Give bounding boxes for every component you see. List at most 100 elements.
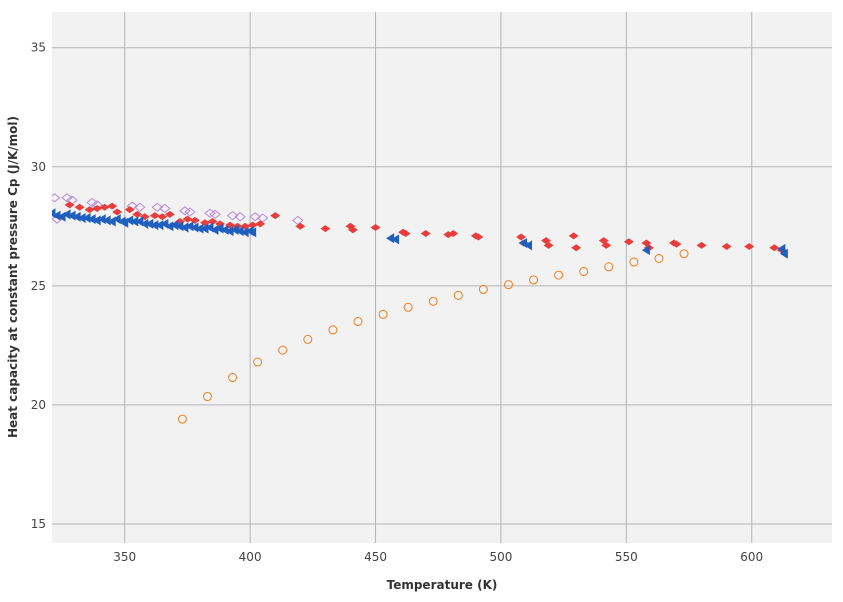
data-point	[448, 229, 459, 237]
data-point	[107, 202, 118, 210]
data-point	[140, 218, 149, 229]
data-point	[240, 227, 249, 238]
data-point	[378, 309, 388, 319]
data-point	[225, 226, 234, 237]
data-point	[170, 220, 179, 231]
data-point	[61, 193, 73, 203]
data-point	[529, 275, 539, 285]
data-point	[473, 233, 484, 241]
data-point	[195, 223, 204, 234]
plot-area	[52, 12, 832, 543]
data-point	[99, 203, 110, 211]
data-point	[185, 221, 194, 232]
data-point	[234, 212, 246, 222]
data-point	[125, 215, 134, 226]
data-point	[347, 226, 358, 234]
data-point	[215, 223, 224, 234]
data-point	[478, 284, 488, 294]
data-point	[150, 220, 159, 231]
x-tick-label: 550	[615, 550, 638, 564]
data-point	[671, 240, 682, 248]
data-point	[207, 218, 218, 226]
data-point	[270, 212, 281, 220]
grid-lines	[52, 12, 832, 543]
data-point	[247, 221, 258, 229]
data-point	[353, 317, 363, 327]
data-point	[52, 208, 56, 219]
data-point	[87, 214, 96, 225]
data-point	[228, 373, 238, 383]
data-point	[184, 207, 196, 217]
data-point	[568, 232, 579, 240]
data-point	[777, 243, 786, 254]
data-point	[503, 280, 513, 290]
y-tick-label: 25	[31, 279, 46, 293]
data-point	[130, 216, 139, 227]
data-markers	[52, 193, 788, 424]
data-point	[579, 267, 589, 277]
data-point	[74, 203, 85, 211]
data-point	[654, 253, 664, 263]
data-point	[543, 241, 554, 249]
y-tick-label: 30	[31, 160, 46, 174]
data-point	[253, 357, 263, 367]
data-point	[679, 249, 689, 259]
data-point	[278, 345, 288, 355]
series-3	[177, 249, 689, 424]
data-point	[200, 223, 209, 234]
data-point	[202, 392, 212, 402]
data-point	[132, 210, 143, 218]
data-point	[420, 229, 431, 237]
data-point	[145, 218, 154, 229]
x-tick-label: 350	[113, 550, 136, 564]
y-tick-label: 35	[31, 41, 46, 55]
data-point	[696, 241, 707, 249]
data-point	[52, 193, 61, 203]
data-point	[386, 233, 395, 244]
data-point	[391, 234, 400, 245]
data-point	[112, 208, 123, 216]
x-tick-label: 400	[239, 550, 262, 564]
data-point	[516, 233, 527, 241]
data-point	[159, 203, 171, 214]
data-point	[97, 214, 106, 225]
data-point	[157, 213, 168, 221]
data-point	[175, 221, 184, 232]
data-point	[62, 209, 71, 220]
data-point	[744, 243, 755, 251]
data-point	[328, 325, 338, 335]
data-point	[769, 244, 780, 252]
data-point	[180, 222, 189, 233]
data-point	[303, 334, 313, 344]
data-point	[255, 220, 266, 228]
data-point	[320, 225, 331, 233]
data-point	[623, 238, 634, 246]
data-point	[72, 211, 81, 222]
x-axis-title: Temperature (K)	[387, 578, 498, 592]
data-point	[554, 270, 564, 280]
data-point	[256, 213, 269, 223]
data-point	[102, 215, 111, 226]
data-point	[629, 257, 639, 267]
tick-labels: 350 400 450 500 550 600 15 20 25 30 35	[31, 41, 763, 564]
data-point	[400, 229, 411, 237]
data-point	[721, 243, 732, 251]
data-point	[133, 202, 146, 212]
data-point	[124, 206, 135, 214]
series-2	[52, 208, 788, 259]
data-point	[165, 221, 174, 232]
data-point	[524, 240, 533, 251]
data-point	[77, 212, 86, 223]
data-point	[641, 245, 650, 256]
data-point	[220, 224, 229, 235]
y-tick-label: 20	[31, 398, 46, 412]
data-point	[82, 212, 91, 223]
data-point	[295, 222, 306, 230]
data-point	[249, 212, 261, 222]
data-point	[84, 206, 95, 214]
data-point	[182, 215, 193, 223]
data-point	[604, 262, 614, 272]
x-tick-label: 600	[740, 550, 763, 564]
x-tick-label: 500	[489, 550, 512, 564]
